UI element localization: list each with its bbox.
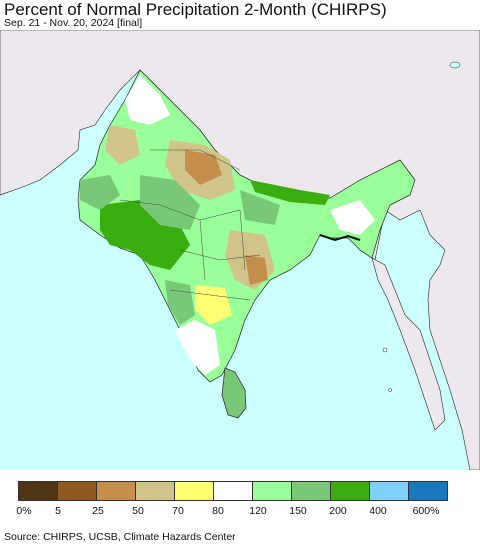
legend-tick: 120 xyxy=(249,505,267,517)
nicobar-islands xyxy=(388,388,392,392)
normal-area-east xyxy=(330,200,375,235)
map-title: Percent of Normal Precipitation 2-Month … xyxy=(4,0,387,19)
map-subtitle: Sep. 21 - Nov. 20, 2024 [final] xyxy=(4,17,143,29)
state-borders xyxy=(119,149,261,301)
normal-area-north xyxy=(125,75,170,125)
wet-area-east xyxy=(240,190,280,225)
sri-lanka xyxy=(221,367,247,419)
legend-tick: 0% xyxy=(16,505,32,517)
legend-swatch xyxy=(57,481,97,501)
wet-area-peninsula xyxy=(165,280,195,325)
legend-tick: 70 xyxy=(172,505,184,517)
source-credit: Source: CHIRPS, UCSB, Climate Hazards Ce… xyxy=(4,531,236,543)
wet-area-himalaya xyxy=(250,180,330,205)
dry-area-pakistan xyxy=(105,125,140,165)
dry-area-deccan xyxy=(245,255,268,285)
legend-swatch xyxy=(96,481,136,501)
legend-tick: 80 xyxy=(212,505,224,517)
normal-area-south xyxy=(175,320,220,375)
bengal-coast xyxy=(319,234,361,242)
legend-tick: 600% xyxy=(412,505,440,517)
dry-area-northwest xyxy=(185,150,222,185)
yellow-area-south xyxy=(195,285,232,325)
precipitation-map xyxy=(0,30,480,470)
bay-of-bengal xyxy=(240,240,460,470)
legend-tick: 150 xyxy=(289,505,307,517)
legend-swatch xyxy=(408,481,448,501)
wet-area-central xyxy=(140,175,200,230)
legend-swatch xyxy=(369,481,409,501)
legend-tick: 200 xyxy=(329,505,347,517)
wet-area-west xyxy=(80,175,120,210)
legend-swatch xyxy=(330,481,370,501)
myanmar-land xyxy=(371,257,446,431)
legend-tick: 5 xyxy=(55,505,61,517)
andaman-islands xyxy=(382,347,388,353)
legend-swatch xyxy=(18,481,58,501)
legend-tick: 400 xyxy=(369,505,387,517)
legend-swatch xyxy=(252,481,292,501)
legend-swatch xyxy=(213,481,253,501)
legend-swatch xyxy=(291,481,331,501)
legend-swatch xyxy=(135,481,175,501)
legend-tick: 25 xyxy=(92,505,104,517)
legend-tick: 50 xyxy=(132,505,144,517)
legend-colorbar xyxy=(18,481,448,501)
legend-swatch xyxy=(174,481,214,501)
small-lake xyxy=(449,61,461,69)
